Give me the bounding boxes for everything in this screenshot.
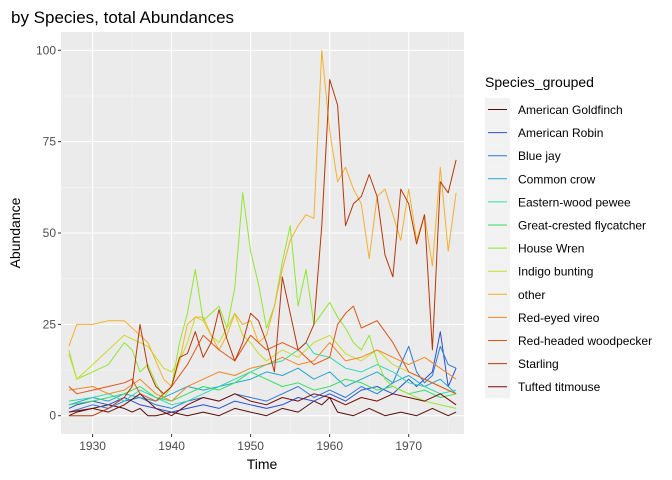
legend-label: Tufted titmouse: [518, 380, 601, 394]
legend-label: Common crow: [518, 172, 596, 186]
series-line-common-crow: [68, 367, 457, 406]
y-axis-title: Abundance: [7, 197, 23, 268]
legend-label: Red-eyed vireo: [518, 311, 600, 325]
y-tick-label: 75: [43, 135, 57, 149]
legend-item-eastern-wood-pewee: Eastern-wood pewee: [485, 190, 631, 214]
legend-label: American Goldfinch: [518, 103, 623, 117]
x-tick-label: 1970: [395, 439, 422, 453]
x-axis-title: Time: [247, 456, 278, 472]
x-tick-label: 1950: [237, 439, 264, 453]
legend-item-great-crested-flycatcher: Great-crested flycatcher: [485, 213, 646, 237]
y-tick-label: 100: [36, 43, 56, 57]
legend-label: Red-headed woodpecker: [518, 334, 652, 348]
chart-title: by Species, total Abundances: [11, 8, 234, 27]
legend-item-american-goldfinch: American Goldfinch: [485, 98, 623, 121]
legend-item-starling: Starling: [485, 352, 559, 376]
legend-label: other: [518, 288, 545, 302]
legend-item-house-wren: House Wren: [485, 236, 584, 260]
series-line-house-wren: [68, 192, 457, 409]
x-tick-label: 1960: [316, 439, 343, 453]
legend-label: Great-crested flycatcher: [518, 219, 646, 233]
series-line-starling: [68, 79, 457, 417]
y-tick-label: 50: [43, 226, 57, 240]
legend-item-common-crow: Common crow: [485, 167, 596, 191]
y-axis: 0 25 50 75 100: [36, 43, 61, 423]
legend-item-other: other: [485, 282, 545, 306]
legend-label: Indigo bunting: [518, 265, 593, 279]
x-tick-label: 1940: [158, 439, 185, 453]
x-tick-label: 1930: [79, 439, 106, 453]
y-tick-label: 0: [49, 409, 56, 423]
legend-item-blue-jay: Blue jay: [485, 144, 561, 168]
legend-label: Eastern-wood pewee: [518, 195, 631, 209]
series-line-red-headed-woodpecker: [68, 305, 457, 402]
legend: Species_grouped American Goldfinch Americ…: [485, 74, 652, 399]
legend-label: Starling: [518, 357, 559, 371]
series-line-red-eyed-vireo: [68, 342, 457, 402]
series-lines: [68, 49, 457, 417]
legend-label: Blue jay: [518, 149, 561, 163]
legend-item-american-robin: American Robin: [485, 121, 603, 145]
legend-label: House Wren: [518, 242, 584, 256]
legend-item-indigo-bunting: Indigo bunting: [485, 259, 593, 283]
series-line-american-goldfinch: [68, 397, 457, 417]
series-line-tufted-titmouse: [68, 393, 457, 417]
series-line-eastern-wood-pewee: [68, 342, 457, 406]
legend-item-red-eyed-vireo: Red-eyed vireo: [485, 305, 600, 329]
y-tick-label: 25: [43, 317, 57, 331]
legend-title: Species_grouped: [485, 74, 594, 90]
x-axis: 1930 1940 1950 1960 1970: [79, 434, 422, 453]
legend-item-tufted-titmouse: Tufted titmouse: [485, 375, 601, 399]
legend-item-red-headed-woodpecker: Red-headed woodpecker: [485, 329, 652, 352]
legend-label: American Robin: [518, 126, 603, 140]
